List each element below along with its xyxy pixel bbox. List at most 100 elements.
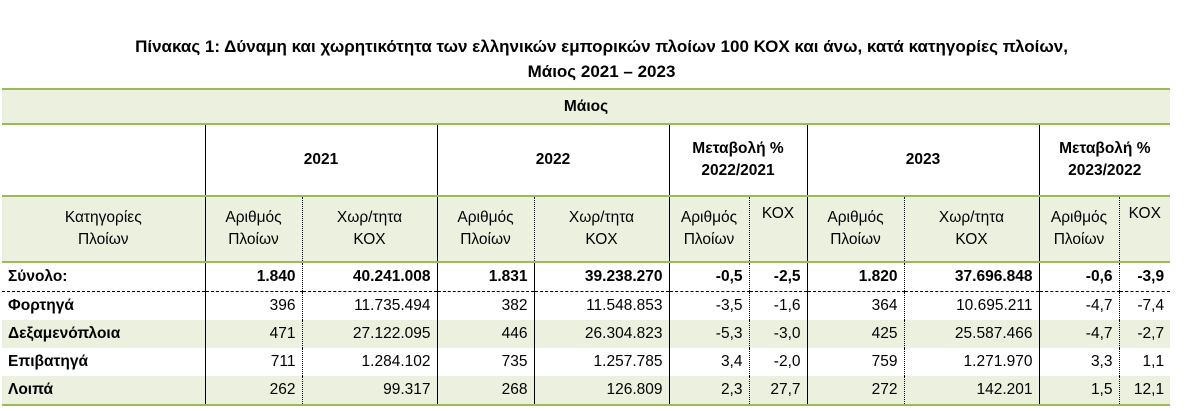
change-header-line1: Μεταβολή % [1059, 140, 1151, 157]
cell-change-gt-2022: -1,6 [748, 291, 807, 320]
cell-gt-2023: 1.271.970 [903, 348, 1039, 376]
kox-header: ΚΟΧ [1118, 195, 1171, 262]
cell-gt-2021: 27.122.095 [301, 320, 437, 348]
cell-change-gt-2023: -2,7 [1118, 320, 1171, 348]
tonnage-header: Χωρ/τητα ΚΟΧ [301, 195, 437, 262]
cell-change-ships-2023: -0,6 [1038, 261, 1119, 292]
table-title-line1: Πίνακας 1: Δύναμη και χωρητικότητα των ε… [135, 37, 1068, 56]
sub-header-row: Κατηγορίες Πλοίων Αριθμός Πλοίων Χωρ/τητα… [2, 195, 1171, 262]
tonnage-header-line1: Χωρ/τητα [336, 209, 403, 226]
cell-gt-2022: 26.304.823 [533, 320, 669, 348]
table-title: Πίνακας 1: Δύναμη και χωρητικότητα των ε… [0, 34, 1203, 84]
ships-header: Αριθμός Πλοίων [204, 195, 302, 262]
change-2023-2022-header: Μεταβολή % 2023/2022 [1038, 123, 1171, 196]
ships-header-line1: Αριθμός [827, 209, 884, 226]
cell-ships-2021: 262 [204, 376, 302, 406]
cell-gt-2022: 11.548.853 [533, 291, 669, 320]
cell-ships-2022: 446 [436, 320, 534, 348]
cell-change-ships-2023: 3,3 [1038, 348, 1119, 376]
cell-ships-2023: 759 [806, 348, 904, 376]
cell-gt-2022: 126.809 [533, 376, 669, 406]
table-row: Φορτηγά 396 11.735.494 382 11.548.853 -3… [2, 291, 1171, 320]
cell-change-ships-2022: 2,3 [668, 376, 749, 406]
cell-change-gt-2023: -7,4 [1118, 291, 1171, 320]
ships-header-line1: Αριθμός [1050, 209, 1108, 226]
category-header-line1: Κατηγορίες [64, 209, 142, 226]
cell-gt-2023: 25.587.466 [903, 320, 1039, 348]
change-header-line2: 2022/2021 [701, 162, 775, 179]
cell-gt-2023: 37.696.848 [903, 261, 1039, 292]
row-category: Επιβατηγά [8, 353, 89, 370]
cell-change-gt-2023: 12,1 [1118, 376, 1171, 406]
ships-header-line2: Πλοίων [830, 231, 881, 248]
cell-change-ships-2023: 1,5 [1038, 376, 1119, 406]
ships-header-line2: Πλοίων [1053, 231, 1105, 248]
cell-gt-2023: 142.201 [903, 376, 1039, 406]
ships-header: Αριθμός Πλοίων [436, 195, 534, 262]
ships-header: Αριθμός Πλοίων [1038, 195, 1119, 262]
year-2021-header: 2021 [204, 123, 437, 196]
cell-gt-2021: 1.284.102 [301, 348, 437, 376]
cell-gt-2021: 99.317 [301, 376, 437, 406]
category-header: Κατηγορίες Πλοίων [2, 195, 205, 262]
cell-gt-2022: 1.257.785 [533, 348, 669, 376]
year-2022-header: 2022 [436, 123, 669, 196]
cell-ships-2022: 382 [436, 291, 534, 320]
cell-change-ships-2023: -4,7 [1038, 320, 1119, 348]
category-header-line2: Πλοίων [77, 231, 129, 248]
row-category: Δεξαμενόπλοια [8, 325, 121, 342]
cell-change-ships-2022: 3,4 [668, 348, 749, 376]
cell-change-gt-2022: -3,0 [748, 320, 807, 348]
cell-ships-2023: 272 [806, 376, 904, 406]
tonnage-header-line2: ΚΟΧ [353, 231, 386, 248]
cell-gt-2021: 40.241.008 [301, 261, 437, 292]
ships-header-line1: Αριθμός [680, 209, 738, 226]
table-title-line2: Μάιος 2021 – 2023 [527, 62, 676, 81]
cell-ships-2023: 364 [806, 291, 904, 320]
cell-change-gt-2022: 27,7 [748, 376, 807, 406]
cell-ships-2022: 735 [436, 348, 534, 376]
cell-change-ships-2022: -3,5 [668, 291, 749, 320]
cell-ships-2021: 471 [204, 320, 302, 348]
tonnage-header: Χωρ/τητα ΚΟΧ [903, 195, 1039, 262]
cell-change-ships-2022: -5,3 [668, 320, 749, 348]
table-row: Επιβατηγά 711 1.284.102 735 1.257.785 3,… [2, 348, 1171, 376]
change-2022-2021-header: Μεταβολή % 2022/2021 [668, 123, 807, 196]
table-row: Δεξαμενόπλοια 471 27.122.095 446 26.304.… [2, 320, 1171, 348]
cell-change-ships-2022: -0,5 [668, 261, 749, 292]
ships-header-line1: Αριθμός [225, 209, 282, 226]
tonnage-header-line1: Χωρ/τητα [938, 209, 1005, 226]
cell-change-gt-2022: -2,0 [748, 348, 807, 376]
cell-gt-2021: 11.735.494 [301, 291, 437, 320]
year-2023-header: 2023 [806, 123, 1039, 196]
cell-change-ships-2023: -4,7 [1038, 291, 1119, 320]
cell-ships-2022: 1.831 [436, 261, 534, 292]
cell-ships-2021: 396 [204, 291, 302, 320]
row-category: Σύνολο: [2, 261, 205, 292]
cell-change-gt-2023: -3,9 [1118, 261, 1171, 292]
cell-gt-2023: 10.695.211 [903, 291, 1039, 320]
table-row: Λοιπά 262 99.317 268 126.809 2,3 27,7 27… [2, 376, 1171, 406]
cell-change-gt-2022: -2,5 [748, 261, 807, 292]
year-header-row: 2021 2022 Μεταβολή % 2022/2021 2023 Μετα… [2, 123, 1171, 196]
tonnage-header: Χωρ/τητα ΚΟΧ [533, 195, 669, 262]
month-header: Μάιος [2, 88, 1171, 124]
cell-ships-2022: 268 [436, 376, 534, 406]
table-row-total: Σύνολο: 1.840 40.241.008 1.831 39.238.27… [2, 261, 1171, 292]
ships-header-line2: Πλοίων [683, 231, 735, 248]
cell-gt-2022: 39.238.270 [533, 261, 669, 292]
change-header-line2: 2023/2022 [1068, 162, 1142, 179]
cell-ships-2023: 425 [806, 320, 904, 348]
ships-header-line2: Πλοίων [460, 231, 511, 248]
ships-header-line2: Πλοίων [228, 231, 279, 248]
year-header-empty [2, 123, 205, 196]
change-header-line1: Μεταβολή % [692, 140, 784, 157]
cell-ships-2021: 711 [204, 348, 302, 376]
cell-change-gt-2023: 1,1 [1118, 348, 1171, 376]
fleet-table: Μάιος 2021 2022 Μεταβολή % 2022/2021 202… [2, 88, 1171, 406]
ships-header: Αριθμός Πλοίων [668, 195, 749, 262]
row-category: Λοιπά [2, 376, 205, 406]
ships-header-line1: Αριθμός [457, 209, 514, 226]
cell-ships-2023: 1.820 [806, 261, 904, 292]
tonnage-header-line2: ΚΟΧ [955, 231, 988, 248]
